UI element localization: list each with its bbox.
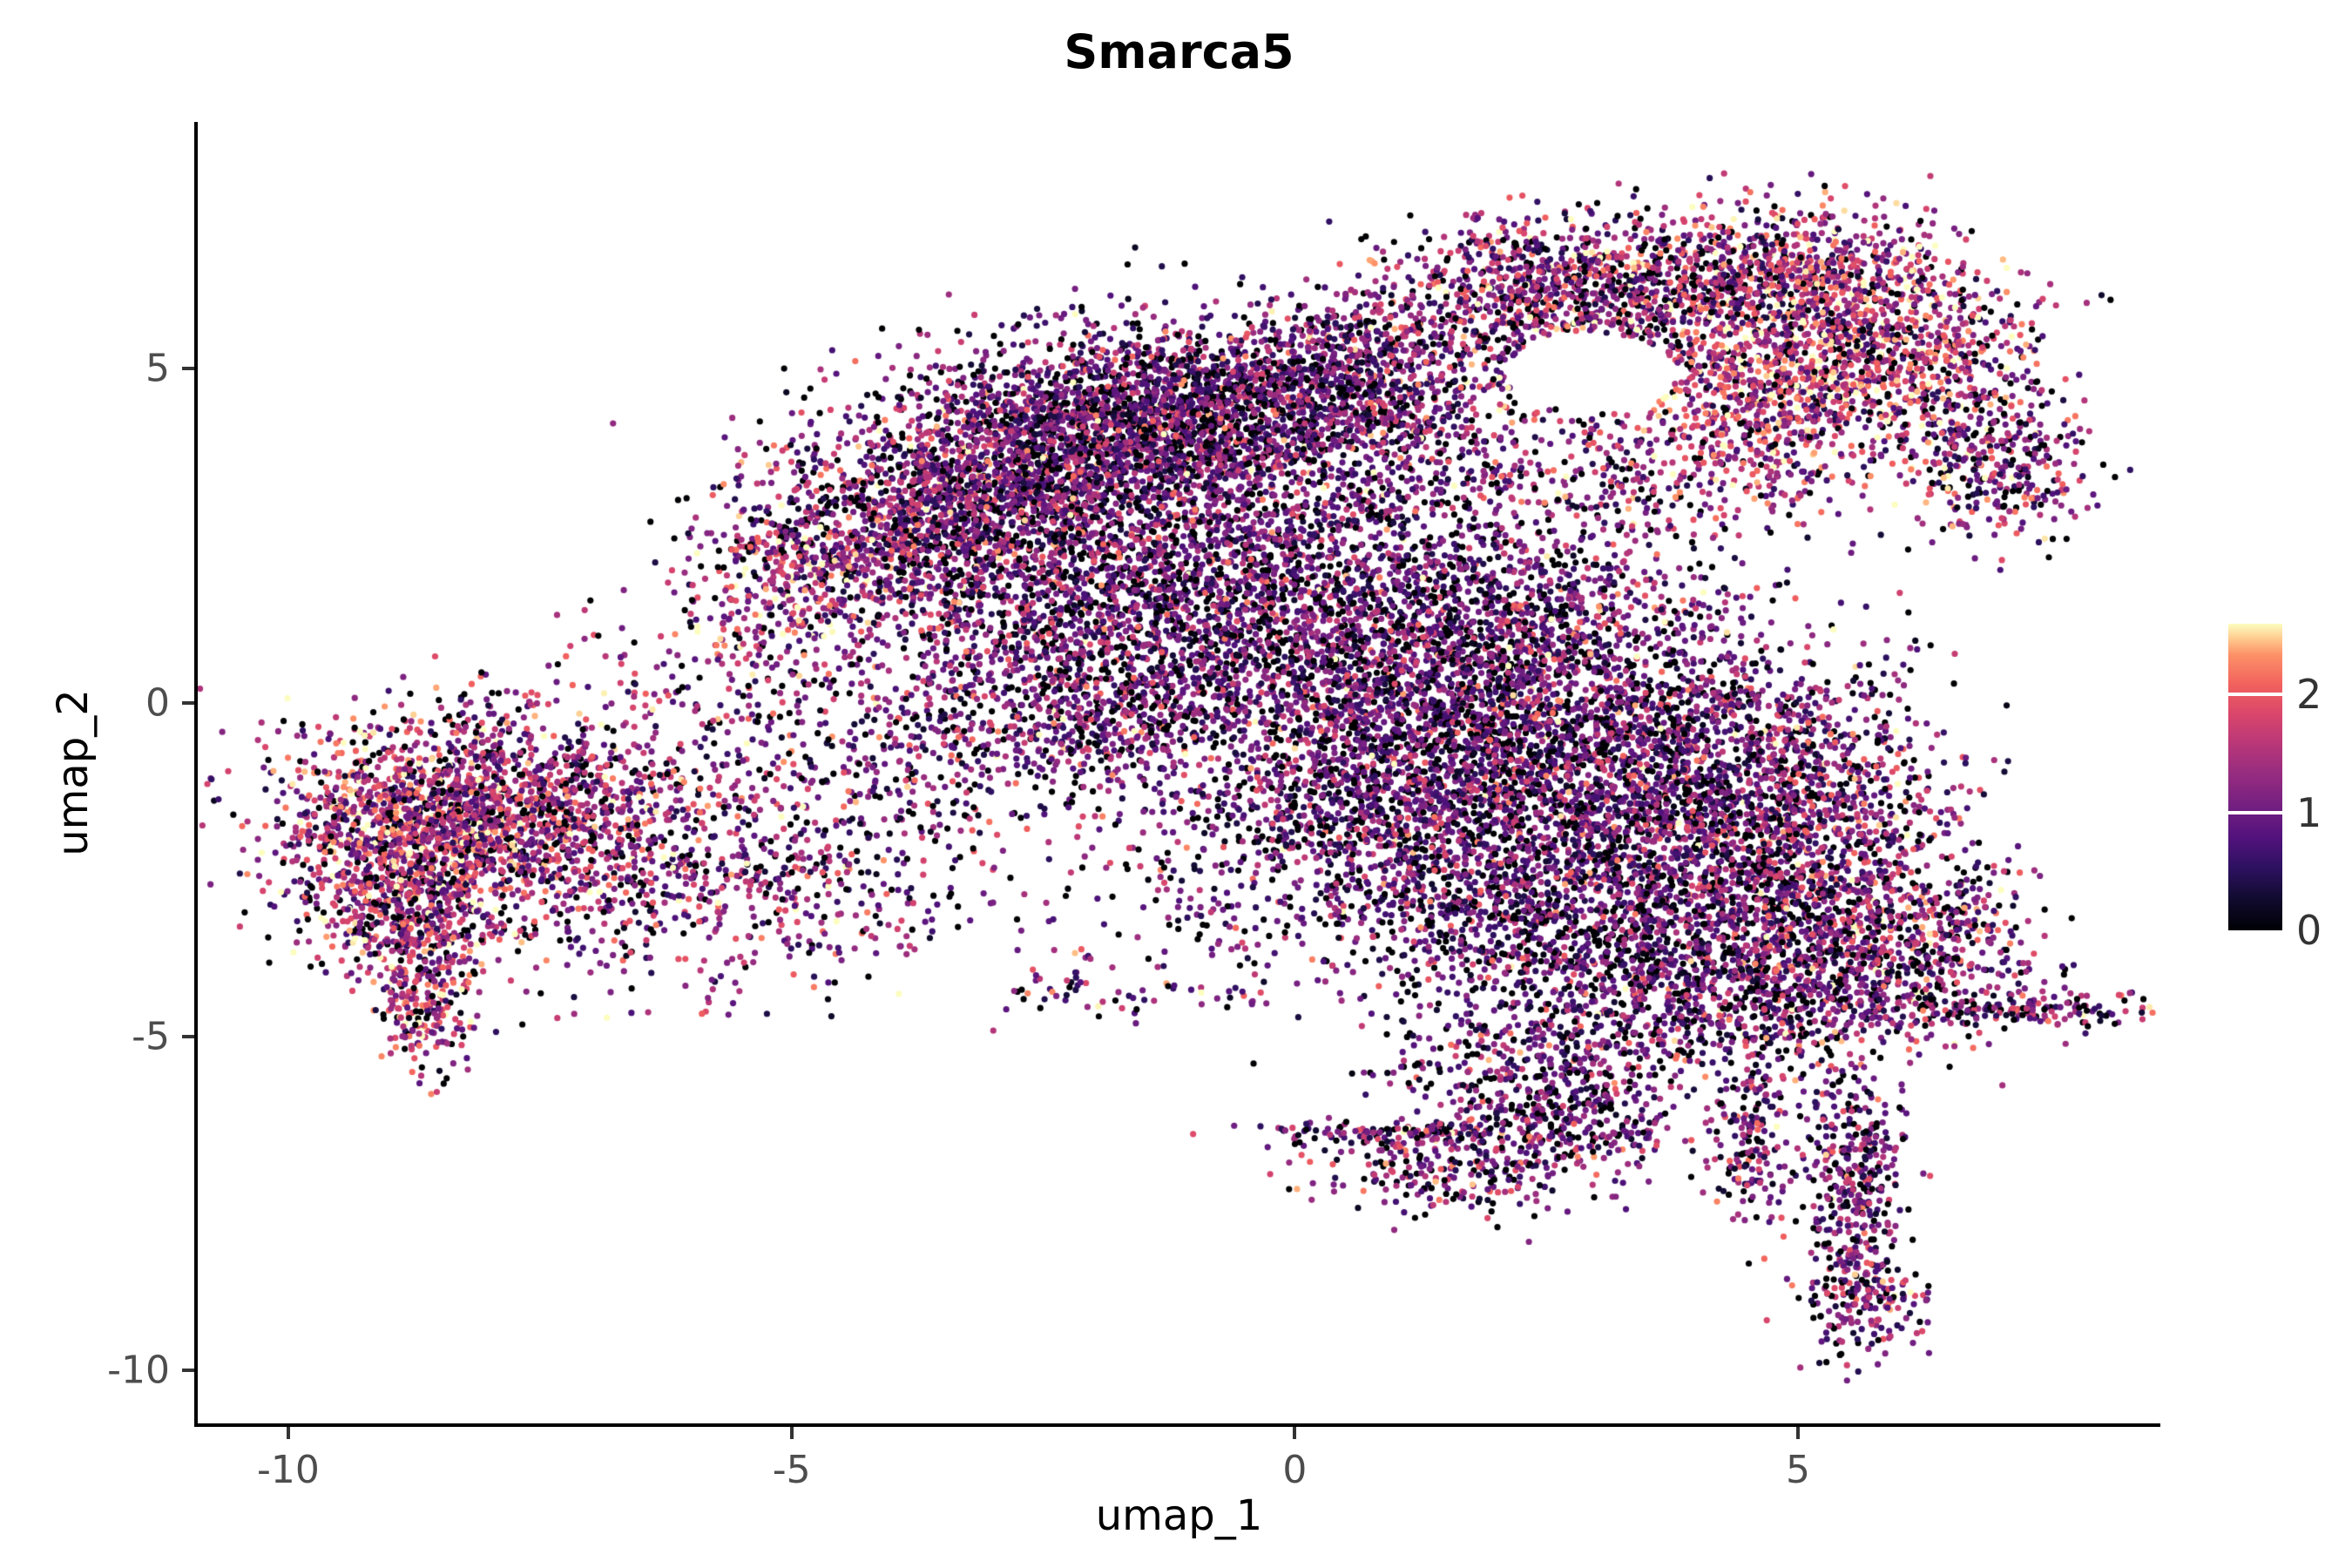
- umap-scatter-canvas: [198, 122, 2160, 1423]
- x-tick-mark: [789, 1427, 794, 1439]
- y-tick-label: -10: [107, 1348, 170, 1393]
- y-tick-label: 5: [145, 346, 170, 391]
- colorbar-tick-label: 2: [2296, 671, 2322, 719]
- plot-title: Smarca5: [1064, 24, 1294, 79]
- y-tick-label: -5: [132, 1014, 170, 1059]
- x-tick-label: 5: [1786, 1448, 1811, 1492]
- x-axis-title: umap_1: [1095, 1491, 1263, 1540]
- y-tick-mark: [182, 1368, 194, 1372]
- x-tick-label: -10: [257, 1448, 320, 1492]
- x-tick-mark: [1796, 1427, 1801, 1439]
- y-tick-mark: [182, 700, 194, 705]
- colorbar-tick-label: 1: [2296, 788, 2322, 836]
- colorbar-tick-label: 0: [2296, 907, 2322, 954]
- colorbar-tick-mark: [2228, 693, 2282, 697]
- expression-colorbar: [2228, 624, 2282, 930]
- y-axis-line: [194, 122, 198, 1427]
- y-tick-mark: [182, 367, 194, 371]
- y-tick-label: 0: [145, 680, 170, 726]
- x-axis-line: [194, 1423, 2160, 1427]
- x-tick-label: -5: [772, 1448, 811, 1492]
- y-tick-mark: [182, 1034, 194, 1038]
- x-tick-mark: [286, 1427, 290, 1439]
- x-tick-label: 0: [1282, 1448, 1308, 1492]
- x-tick-mark: [1293, 1427, 1297, 1439]
- colorbar-tick-mark: [2228, 810, 2282, 814]
- y-axis-title: umap_2: [49, 689, 98, 856]
